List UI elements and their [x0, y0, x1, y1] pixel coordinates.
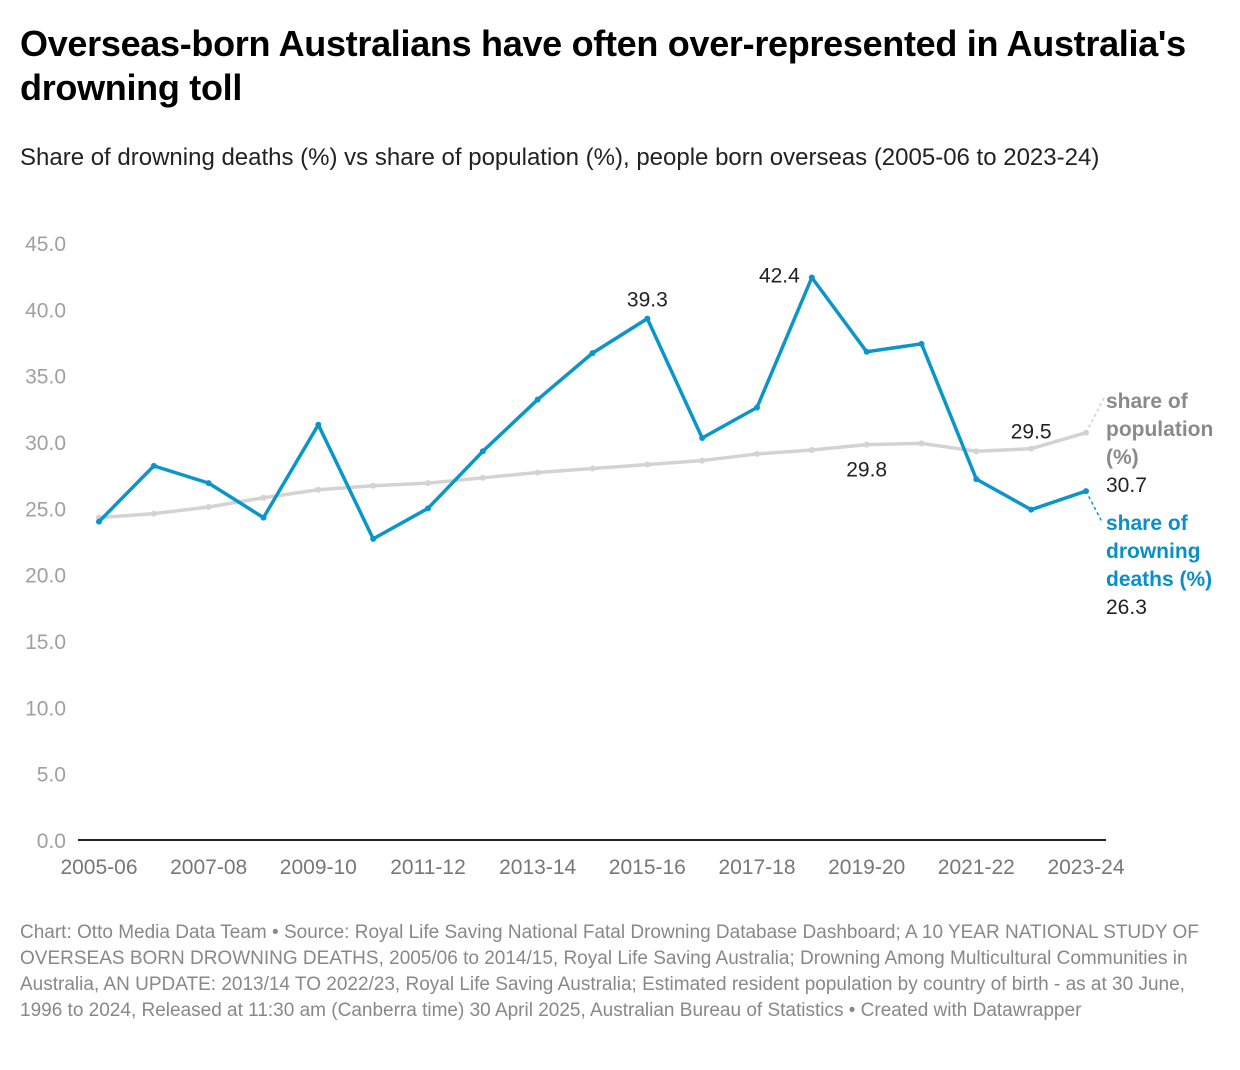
data-point [205, 480, 212, 487]
data-point [150, 462, 157, 469]
data-point [370, 535, 377, 542]
x-tick-label: 2005-06 [60, 856, 137, 879]
chart-title: Overseas-born Australians have often ove… [20, 23, 1186, 108]
data-point [315, 486, 322, 493]
y-tick-label: 20.0 [25, 565, 66, 588]
data-point [754, 450, 760, 457]
y-tick-label: 15.0 [25, 631, 66, 654]
x-tick-label: 2019-20 [828, 856, 905, 879]
x-tick-label: 2017-18 [718, 856, 795, 879]
data-point [96, 518, 102, 525]
x-tick-label: 2013-14 [499, 856, 576, 879]
y-tick-label: 45.0 [25, 233, 66, 256]
data-point [425, 480, 431, 487]
x-tick-label: 2015-16 [609, 856, 686, 879]
data-point [973, 476, 980, 483]
data-point [918, 340, 925, 347]
data-point [479, 474, 486, 481]
legend-label-population: population [1106, 418, 1213, 441]
legend-label-drowning-deaths: share of [1106, 512, 1189, 535]
y-axis: 0.0 5.0 10.0 15.0 20.0 25.0 30.0 35.0 40.0 45.0 [25, 233, 66, 853]
x-tick-label: 2023-24 [1047, 856, 1124, 879]
data-point [534, 469, 541, 476]
inline-legend: share of population (%) 30.7 share of drownin… [1085, 390, 1213, 619]
legend-label-drowning-deaths: drowning [1106, 540, 1200, 563]
data-label: 42.4 [759, 264, 800, 287]
data-point [863, 441, 870, 448]
data-point [260, 514, 267, 521]
series-layer [96, 274, 1089, 542]
series-line [97, 430, 1088, 520]
y-tick-label: 0.0 [37, 830, 66, 853]
data-point [205, 504, 212, 511]
x-axis: 2005-06 2007-08 2009-10 2011-12 2013-14 2015-… [60, 856, 1124, 879]
annotation-layer: 39.3 42.4 29.8 29.5 [627, 264, 1052, 481]
data-point [589, 350, 596, 357]
data-point [644, 315, 651, 322]
data-point [863, 348, 870, 355]
data-point [315, 421, 322, 428]
y-tick-label: 30.0 [25, 432, 66, 455]
legend-connector-drowning-deaths [1085, 490, 1103, 523]
data-point [699, 457, 706, 464]
data-label: 39.3 [627, 289, 668, 312]
data-point [918, 440, 925, 447]
legend-value-drowning-deaths: 26.3 [1106, 596, 1147, 619]
y-tick-label: 35.0 [25, 366, 66, 389]
x-tick-label: 2021-22 [938, 856, 1015, 879]
chart-subtitle: Share of drowning deaths (%) vs share of… [20, 144, 1100, 171]
x-tick-label: 2007-08 [170, 856, 247, 879]
data-label: 29.5 [1011, 421, 1052, 444]
legend-label-population: (%) [1106, 446, 1139, 469]
data-point [808, 274, 815, 281]
data-point [644, 461, 651, 468]
data-point [754, 404, 760, 411]
data-label: 29.8 [846, 459, 887, 482]
legend-connector-population [1085, 397, 1105, 434]
x-tick-label: 2009-10 [280, 856, 357, 879]
legend-label-drowning-deaths: deaths (%) [1106, 568, 1212, 591]
data-point [973, 448, 980, 455]
data-point [1028, 445, 1035, 452]
legend-label-population: share of [1106, 390, 1189, 413]
series-drowning-deaths [96, 274, 1089, 542]
data-point [534, 396, 541, 403]
y-tick-label: 40.0 [25, 299, 66, 322]
data-point [699, 435, 706, 442]
data-point [260, 494, 267, 501]
y-tick-label: 10.0 [25, 697, 66, 720]
y-tick-label: 5.0 [37, 764, 66, 787]
data-point [150, 510, 157, 517]
data-point [370, 482, 377, 489]
data-point [1028, 506, 1035, 513]
data-point [425, 505, 431, 512]
legend-value-population: 30.7 [1106, 474, 1147, 497]
y-tick-label: 25.0 [25, 498, 66, 521]
data-point [479, 448, 486, 455]
data-point [589, 465, 596, 472]
chart-footer-source: Chart: Otto Media Data Team • Source: Ro… [20, 922, 1199, 1021]
x-tick-label: 2011-12 [390, 856, 466, 879]
data-point [808, 446, 815, 453]
